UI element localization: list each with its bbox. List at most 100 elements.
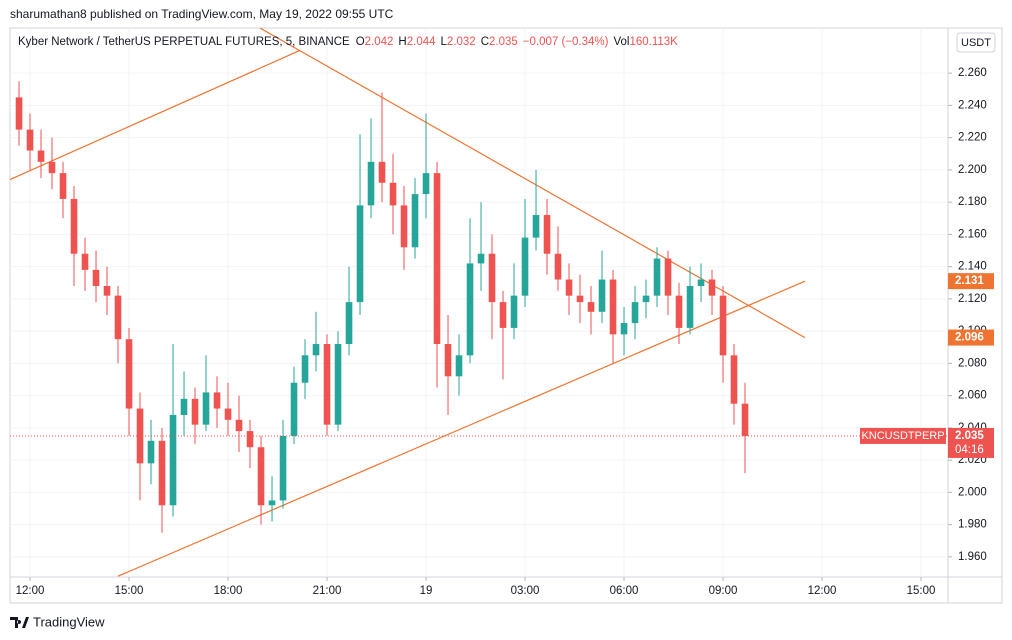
candle-body (268, 500, 276, 506)
y-tick-label: 2.200 (958, 164, 987, 176)
candle-body (15, 97, 23, 130)
candle-body (587, 302, 595, 312)
y-tick-label: 2.160 (958, 228, 987, 240)
y-tick-label: 2.000 (958, 486, 987, 498)
line-price-label: 2.131 (955, 275, 984, 287)
legend-value: 2.032 (447, 36, 476, 48)
y-tick-label: 2.260 (958, 67, 987, 79)
candle-body (257, 447, 265, 506)
line-price-label: 2.096 (955, 332, 984, 344)
x-tick-label: 18:00 (214, 585, 243, 597)
last-price-box (948, 427, 994, 458)
trendline (10, 50, 300, 181)
candle-body (609, 279, 617, 335)
countdown: 04:16 (955, 444, 984, 456)
candle-body (631, 302, 639, 324)
candle-body (312, 344, 320, 356)
line-price-box (948, 273, 994, 290)
legend-label: H (398, 36, 406, 48)
candle-body (565, 279, 573, 296)
x-tick-label: 12:00 (16, 585, 45, 597)
candle-body (70, 198, 78, 254)
currency-button[interactable] (956, 32, 996, 53)
legend-label: L (441, 36, 448, 48)
x-tick-label: 12:00 (808, 585, 837, 597)
legend-value: 2.035 (489, 36, 518, 48)
candle-body (59, 173, 67, 199)
x-tick-label: 15:00 (907, 585, 936, 597)
candle-body (246, 431, 254, 448)
candle-body (466, 263, 474, 356)
candle-body (191, 398, 199, 425)
grid (10, 28, 948, 577)
candle-body (37, 150, 45, 162)
candle-body (158, 440, 166, 506)
overlay: 1.9601.9802.0002.0202.0402.0602.0802.100… (10, 67, 994, 597)
candle-body (708, 279, 716, 296)
symbol-title: Kyber Network / TetherUS PERPETUAL FUTUR… (18, 36, 350, 48)
legend-change: −0.007 (−0.34%) (523, 36, 609, 48)
candle-body (510, 295, 518, 328)
candle-body (367, 161, 375, 206)
candle-body (114, 295, 122, 340)
y-tick-label: 2.240 (958, 99, 987, 111)
candle-body (642, 295, 650, 303)
candle-body (554, 253, 562, 280)
candle-body (730, 355, 738, 404)
line-price-box (948, 329, 994, 346)
footer-brand: TradingView (33, 614, 105, 629)
candle-body (400, 205, 408, 248)
candle-body (411, 194, 419, 248)
y-tick-label: 1.980 (958, 519, 987, 531)
x-tick-label: 21:00 (313, 585, 342, 597)
logo (10, 617, 29, 628)
candle-body (719, 295, 727, 356)
symbol-label: KNCUSDTPERP (861, 430, 944, 442)
y-tick-label: 1.960 (958, 551, 987, 563)
candle-body (532, 215, 540, 238)
candle-body (81, 253, 89, 270)
candle-body (576, 295, 584, 303)
y-tick-label: 2.180 (958, 196, 987, 208)
legend-volume-label: Vol (613, 36, 629, 48)
candle-body (235, 419, 243, 432)
candle-body (686, 285, 694, 328)
x-tick-label: 15:00 (115, 585, 144, 597)
candle-body (136, 408, 144, 464)
candle-body (345, 302, 353, 345)
candle-body (301, 355, 309, 383)
candle-body (356, 205, 364, 303)
x-tick-label: 03:00 (511, 585, 540, 597)
x-tick-label: 19 (420, 585, 433, 597)
y-tick-label: 2.220 (958, 132, 987, 144)
candle-body (125, 339, 133, 409)
legend-value: 2.042 (365, 36, 394, 48)
symbol-box (860, 427, 946, 444)
candle-body (620, 323, 628, 335)
candle-body (169, 414, 177, 506)
legend-value: 2.044 (407, 36, 436, 48)
candle-body (697, 279, 705, 286)
y-tick-label: 2.060 (958, 390, 987, 402)
candle-body (543, 215, 551, 254)
currency[interactable]: USDT (961, 37, 991, 49)
legend-label: C (481, 36, 489, 48)
candle-body (664, 258, 672, 296)
y-tick-label: 2.120 (958, 293, 987, 305)
candle-body (323, 344, 331, 425)
candle-body (499, 302, 507, 328)
candle-body (433, 173, 441, 345)
candle-body (92, 269, 100, 286)
candle-body (488, 253, 496, 303)
legend-volume: 160.113K (629, 36, 678, 48)
candle-body (477, 253, 485, 264)
candle-body (279, 435, 287, 501)
legend: Kyber Network / TetherUS PERPETUAL FUTUR… (18, 36, 678, 48)
publish-header: sharumathan8 published on TradingView.co… (10, 7, 394, 21)
candle-body (48, 161, 56, 174)
x-tick-label: 06:00 (610, 585, 639, 597)
candle-body (521, 237, 529, 296)
candle-body (26, 129, 34, 151)
candle-body (444, 344, 452, 377)
